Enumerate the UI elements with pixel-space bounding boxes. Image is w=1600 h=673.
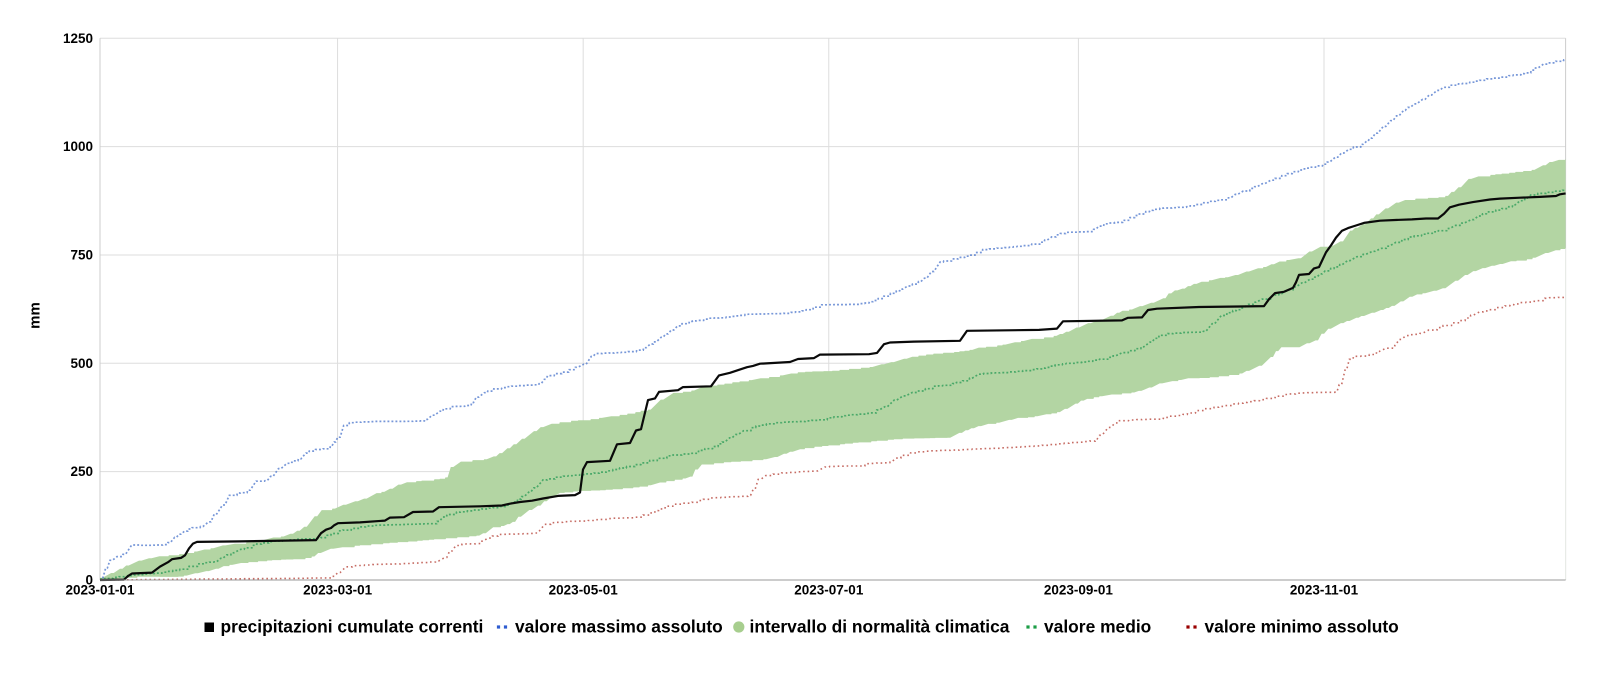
- svg-text:1250: 1250: [63, 31, 93, 46]
- svg-text:valore minimo assoluto: valore minimo assoluto: [1205, 617, 1399, 637]
- svg-text:2023-03-01: 2023-03-01: [303, 583, 373, 598]
- svg-text:500: 500: [70, 356, 93, 371]
- svg-text:250: 250: [70, 464, 93, 479]
- svg-text:2023-01-01: 2023-01-01: [65, 583, 135, 598]
- svg-text:750: 750: [70, 247, 93, 262]
- svg-text:1000: 1000: [63, 139, 93, 154]
- svg-text:2023-11-01: 2023-11-01: [1290, 583, 1359, 598]
- svg-text:2023-05-01: 2023-05-01: [549, 583, 619, 598]
- svg-text:mm: mm: [27, 302, 44, 329]
- svg-text:intervallo di normalità climat: intervallo di normalità climatica: [750, 617, 1010, 637]
- svg-text:valore medio: valore medio: [1044, 617, 1151, 637]
- svg-text:precipitazioni cumulate corren: precipitazioni cumulate correnti: [221, 617, 484, 637]
- svg-text:2023-09-01: 2023-09-01: [1044, 583, 1114, 598]
- svg-text:2023-07-01: 2023-07-01: [794, 583, 864, 598]
- svg-text:0: 0: [85, 573, 93, 588]
- svg-text:valore massimo assoluto: valore massimo assoluto: [515, 617, 723, 637]
